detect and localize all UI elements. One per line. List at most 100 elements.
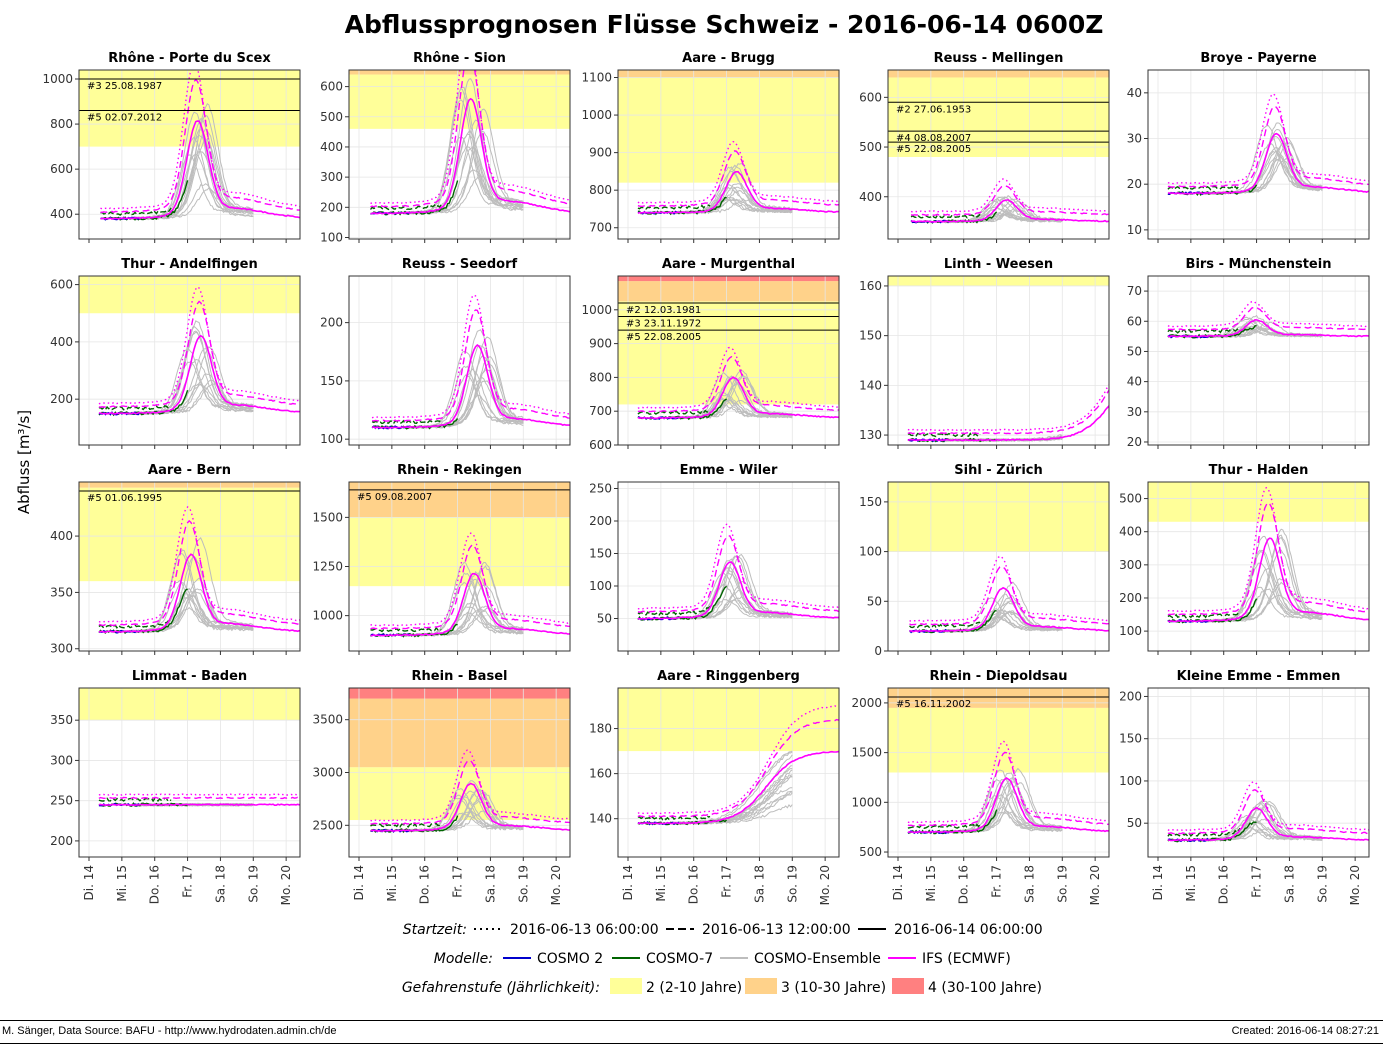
- y-tick-label: 160: [859, 279, 882, 293]
- cosmo7-line: [369, 204, 442, 211]
- danger-band: [349, 70, 570, 75]
- series-group: [371, 294, 570, 430]
- panel-frame: [78, 275, 301, 446]
- panel-frame: [348, 69, 571, 240]
- ifs-line: [1167, 781, 1369, 832]
- ifs-line: [370, 759, 570, 825]
- y-tick-label: 10: [1127, 223, 1142, 237]
- danger-band: [618, 301, 839, 405]
- ifs-line: [98, 334, 300, 415]
- panel-19: #5 16.11.2002 Rhein - Diepoldsau 500 1000 15…: [851, 669, 1110, 905]
- x-tick-label: So. 19: [1315, 865, 1329, 903]
- y-tick-label: 300: [50, 642, 73, 656]
- series-group: [1167, 486, 1369, 624]
- panel-frame: [1147, 481, 1370, 652]
- x-tick-label: Mo. 20: [279, 865, 293, 905]
- x-tick-label: Fr. 17: [990, 865, 1004, 898]
- cosmo7-line: [370, 822, 442, 828]
- panel-15: Thur - Halden 100 200 300 400 500: [1119, 463, 1370, 655]
- y-tick-label: 900: [589, 337, 612, 351]
- panel-frame: [78, 481, 301, 652]
- y-tick-label: 30: [1127, 132, 1142, 146]
- cosmo7-line: [637, 204, 711, 210]
- panel-title: Sihl - Zürich: [954, 463, 1043, 478]
- y-tick-label: 250: [50, 794, 73, 808]
- danger-band: [888, 276, 1109, 286]
- y-tick-label: 180: [589, 722, 612, 736]
- legend-item-label: COSMO-Ensemble: [754, 951, 881, 967]
- legend-item-label: 3 (10-30 Jahre): [781, 980, 886, 996]
- y-tick-label: 300: [50, 753, 73, 767]
- y-tick-label: 900: [589, 146, 612, 160]
- ifs-line: [370, 532, 570, 627]
- y-tick-label: 350: [50, 713, 73, 727]
- y-tick-label: 140: [589, 812, 612, 826]
- y-tick-label: 3000: [312, 766, 343, 780]
- danger-band: [349, 482, 570, 518]
- cosmo7-line: [98, 797, 172, 803]
- ifs-line: [1167, 92, 1369, 185]
- footer: M. Sänger, Data Source: BAFU - http://ww…: [0, 1020, 1383, 1044]
- panel-title: Aare - Murgenthal: [662, 257, 795, 272]
- x-tick-label: Sa. 18: [213, 865, 227, 903]
- y-tick-label: 1100: [581, 71, 612, 85]
- series-group: [637, 140, 839, 216]
- series-group: [908, 555, 1109, 634]
- panel-title: Linth - Weesen: [944, 257, 1053, 272]
- y-tick-label: 350: [50, 585, 73, 599]
- x-tick-label: So. 19: [246, 865, 260, 903]
- panel-frame: [617, 69, 840, 240]
- legend-title: Modelle:: [434, 951, 493, 967]
- legend-title: Startzeit:: [403, 922, 467, 938]
- y-tick-label: 50: [1127, 816, 1142, 830]
- series-group: [910, 178, 1109, 224]
- page-title: Abflussprognosen Flüsse Schweiz - 2016-0…: [345, 10, 1104, 39]
- ifs-line: [370, 70, 570, 208]
- series-group: [98, 506, 300, 634]
- panel-title: Rhein - Basel: [412, 669, 508, 684]
- ifs-line: [370, 543, 570, 630]
- y-tick-label: 100: [589, 579, 612, 593]
- panel-frame: [617, 275, 840, 446]
- panel-16: Limmat - Baden 200 250 300 350 Di. 14 Mi. 15 Do…: [50, 669, 301, 905]
- y-tick-label: 1250: [312, 560, 343, 574]
- ifs-line: [907, 388, 1109, 435]
- panel-frame: [617, 687, 840, 858]
- y-tick-label: 200: [589, 514, 612, 528]
- y-tick-label: 700: [589, 221, 612, 235]
- panel-title: Aare - Bern: [148, 463, 231, 478]
- series-group: [1167, 781, 1369, 843]
- panel-title: Thur - Halden: [1209, 463, 1309, 478]
- historic-label: #2 27.06.1953: [896, 104, 971, 115]
- ifs-line: [370, 97, 570, 215]
- danger-band: [618, 281, 839, 302]
- ifs-line: [98, 285, 300, 405]
- x-tick-label: Di. 14: [82, 865, 96, 900]
- panel-title: Reuss - Seedorf: [402, 257, 518, 272]
- ifs-line: [1167, 486, 1369, 613]
- y-tick-label: 20: [1127, 435, 1142, 449]
- y-tick-label: 800: [50, 117, 73, 131]
- panel-title: Aare - Ringgenberg: [657, 669, 800, 684]
- y-tick-label: 250: [589, 482, 612, 496]
- danger-band: [1148, 482, 1369, 522]
- series-group: [370, 532, 570, 638]
- legend-item-label: 2 (2-10 Jahre): [646, 980, 742, 996]
- panel-13: Emme - Wiler 50 100 150 200 250: [589, 463, 840, 655]
- x-tick-label: Mo. 20: [1348, 865, 1362, 905]
- ifs-line: [637, 705, 839, 815]
- ifs-line: [909, 555, 1109, 622]
- y-tick-label: 50: [867, 594, 882, 608]
- x-tick-label: Mi. 15: [385, 865, 399, 902]
- y-tick-label: 800: [589, 183, 612, 197]
- y-tick-label: 150: [320, 374, 343, 388]
- cosmo7-line: [1167, 827, 1241, 838]
- ifs-line: [100, 70, 300, 210]
- legend-item-label: 4 (30-100 Jahre): [928, 980, 1042, 996]
- cosmo7-line: [98, 405, 172, 411]
- panel-background: [1148, 70, 1369, 239]
- ifs-line: [910, 185, 1109, 217]
- legend-item-label: COSMO 2: [537, 951, 603, 967]
- panel-frame: [348, 275, 571, 446]
- x-tick-label: Fr. 17: [181, 865, 195, 898]
